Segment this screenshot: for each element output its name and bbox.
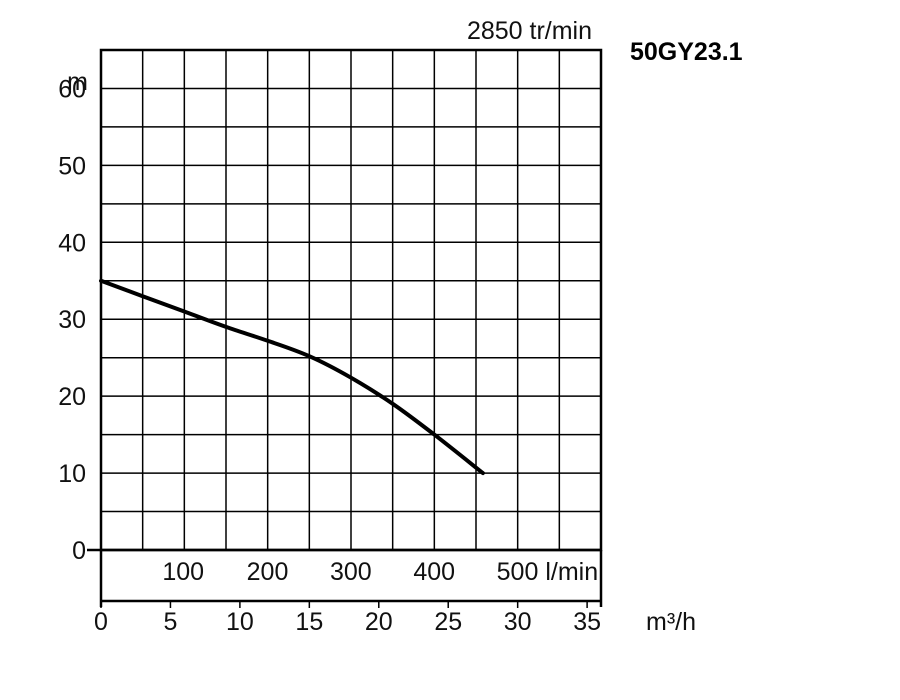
m3h-tick-label: 25 [434, 608, 462, 636]
m3h-tick-label: 20 [365, 608, 393, 636]
m3h-tick-label: 5 [163, 608, 177, 636]
lpm-tick-label: 500 l/min [497, 558, 598, 586]
y-tick-label: 40 [58, 229, 86, 257]
m3h-tick-label: 30 [504, 608, 532, 636]
y-tick-label: 0 [72, 537, 86, 565]
model-label: 50GY23.1 [630, 38, 743, 66]
y-tick-label: 50 [58, 152, 86, 180]
y-axis-unit-label: m [67, 68, 88, 96]
y-tick-label: 10 [58, 460, 86, 488]
performance-curve [99, 278, 485, 476]
lpm-tick-label: 200 [247, 558, 289, 586]
y-tick-label: 20 [58, 383, 86, 411]
y-tick-labels: 0 10 20 30 40 50 60 [58, 75, 86, 565]
lpm-tick-label: 100 [162, 558, 204, 586]
lpm-tick-label: 300 [330, 558, 372, 586]
m3h-tick-label: 10 [226, 608, 254, 636]
lpm-tick-label: 400 [413, 558, 455, 586]
y-tick-label: 30 [58, 306, 86, 334]
grid-lines [101, 50, 601, 550]
m3h-tick-marks [100, 601, 588, 608]
lpm-tick-labels: 100 200 300 400 500 l/min [162, 558, 598, 586]
m3h-tick-label: 0 [94, 608, 108, 636]
x-axis-unit-label: m³/h [646, 608, 696, 636]
y-tick-label: 60 [58, 75, 86, 103]
speed-label: 2850 tr/min [467, 17, 592, 45]
m3h-tick-labels: 0 5 10 15 20 25 30 35 [94, 608, 601, 636]
m3h-tick-label: 15 [295, 608, 323, 636]
m3h-tick-label: 35 [573, 608, 601, 636]
